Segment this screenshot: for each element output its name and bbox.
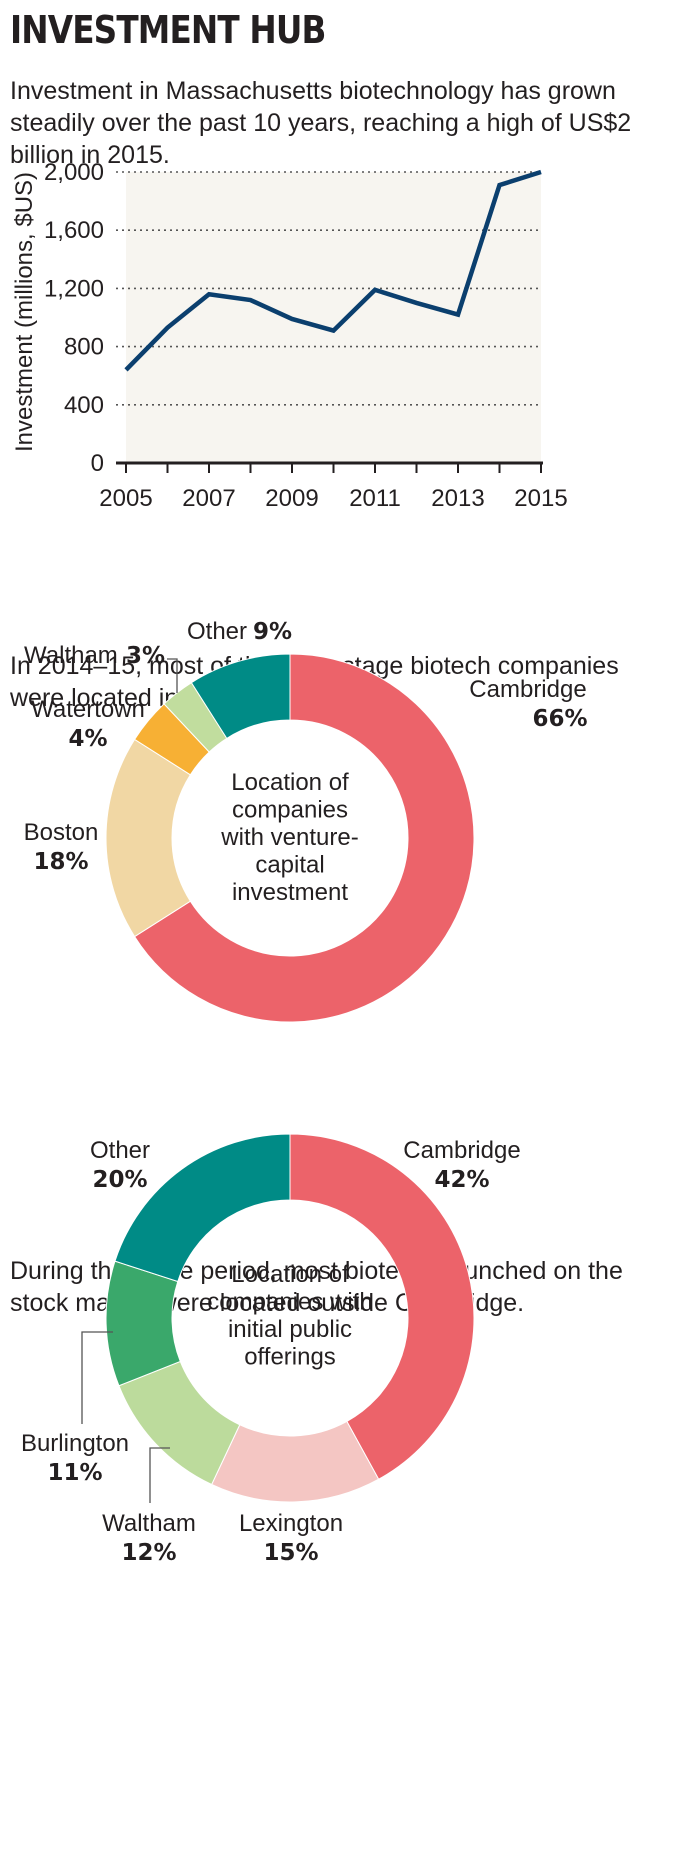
donut-center-label: capital: [255, 852, 324, 879]
segment-value-cambridge: 66%: [532, 706, 587, 732]
donut-segment-other: [190, 653, 291, 740]
y-tick-label: 2,000: [44, 159, 104, 186]
donut-center-label: companies: [232, 797, 348, 824]
investment-line-chart: 0 400 800 1,200 1,600 2,000 2005 2007 2009 2011 20…: [11, 159, 568, 512]
y-axis-title: Investment (millions, $US): [11, 172, 38, 452]
segment-value-cambridge: 42%: [434, 1167, 489, 1193]
segment-value-burlington: 11%: [47, 1460, 102, 1486]
segment-label-cambridge: Cambridge: [469, 676, 586, 703]
donut-segment-lexington: [210, 1420, 380, 1503]
segment-value-waltham: 3%: [126, 643, 165, 669]
page-title: INVESTMENT HUB: [10, 8, 326, 52]
y-tick-label: 1,200: [44, 275, 104, 302]
segment-label-watertown: Watertown: [31, 696, 145, 723]
segment-label-other: Other: [90, 1137, 150, 1164]
donut-center-label: companies with: [207, 1289, 372, 1316]
y-tick-label: 400: [64, 392, 104, 419]
x-tick-label: 2015: [514, 485, 567, 512]
segment-label-burlington: Burlington: [21, 1430, 129, 1457]
donut-center-label: with venture-: [220, 824, 358, 851]
donut-center-label: investment: [232, 879, 348, 906]
segment-value-other: 20%: [92, 1167, 147, 1193]
donut-segment-cambridge: [289, 1133, 475, 1480]
segment-value-waltham: 12%: [121, 1540, 176, 1566]
donut-center-label: Location of: [231, 1261, 349, 1288]
donut-center-label: initial public: [228, 1316, 352, 1343]
leader-line: [167, 658, 178, 693]
segment-label-other: Other: [187, 618, 247, 645]
segment-label-waltham: Waltham: [102, 1510, 196, 1537]
leader-line: [81, 1331, 113, 1424]
segment-value-other: 9%: [253, 619, 292, 645]
donut-center-label: offerings: [244, 1344, 336, 1371]
segment-value-watertown: 4%: [68, 726, 107, 752]
x-tick-label: 2007: [182, 485, 235, 512]
donut-segment-cambridge: [133, 653, 475, 1023]
segment-label-boston: Boston: [24, 819, 99, 846]
segment-value-boston: 18%: [33, 849, 88, 875]
segment-label-waltham: Waltham: [24, 642, 118, 669]
segment-label-lexington: Lexington: [239, 1510, 343, 1537]
leader-line: [149, 1447, 170, 1503]
plot-background: [126, 172, 541, 463]
x-tick-label: 2013: [431, 485, 484, 512]
segment-label-cambridge: Cambridge: [403, 1137, 520, 1164]
x-tick-label: 2009: [265, 485, 318, 512]
y-tick-label: 1,600: [44, 217, 104, 244]
y-tick-label: 800: [64, 334, 104, 361]
donut-center-label: Location of: [231, 769, 349, 796]
y-tick-label: 0: [91, 450, 104, 477]
line-chart-intro: Investment in Massachusetts biotechnolog…: [10, 77, 632, 169]
x-tick-label: 2005: [99, 485, 152, 512]
donut-segment-other: [114, 1133, 291, 1283]
segment-value-lexington: 15%: [263, 1540, 318, 1566]
x-tick-label: 2011: [349, 485, 401, 512]
